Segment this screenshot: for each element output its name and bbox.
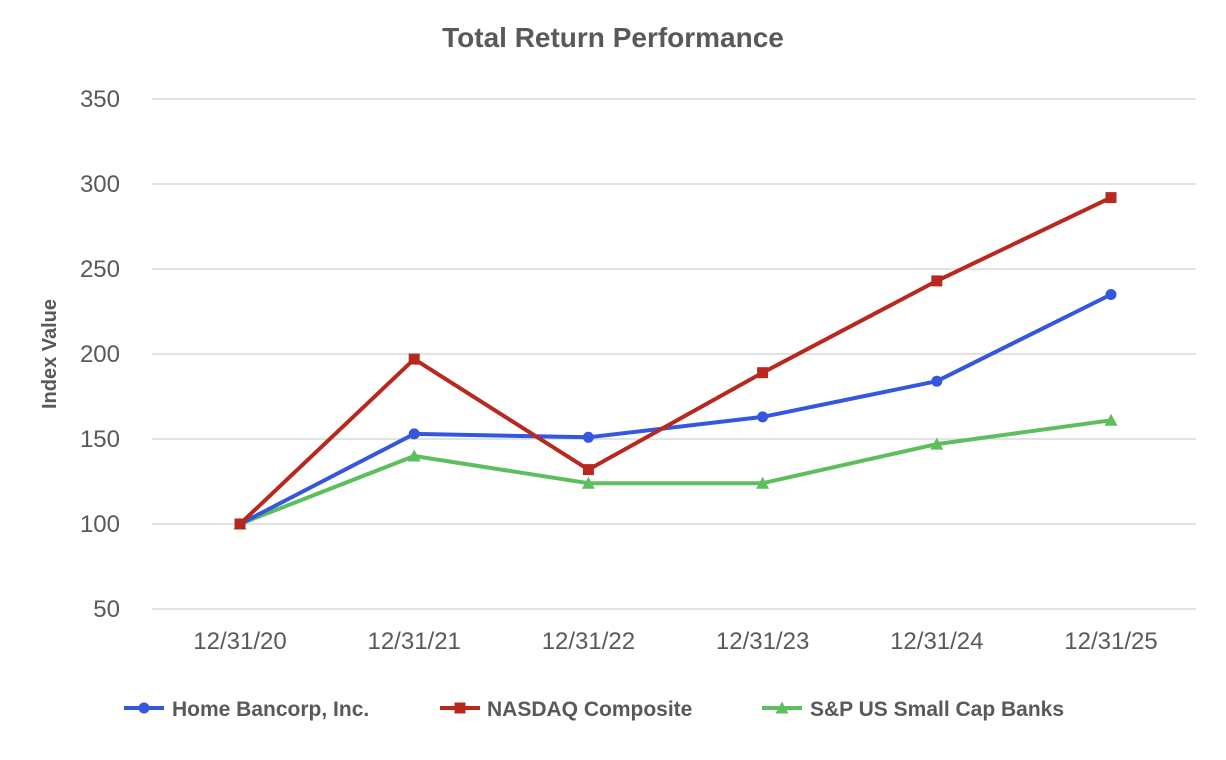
data-point <box>930 437 944 450</box>
legend-label: S&P US Small Cap Banks <box>810 698 1064 721</box>
data-point <box>582 464 594 476</box>
y-tick-label: 350 <box>80 86 120 113</box>
data-point <box>581 476 595 489</box>
x-axis-ticks: 12/31/20 12/31/21 12/31/22 12/31/23 12/31/24… <box>193 628 1157 655</box>
x-tick-label: 12/31/20 <box>193 628 286 655</box>
data-point <box>757 367 769 379</box>
data-point <box>756 476 770 489</box>
x-tick-label: 12/31/21 <box>367 628 460 655</box>
data-point <box>407 449 421 462</box>
y-tick-label: 200 <box>80 341 120 368</box>
data-point <box>408 428 420 440</box>
y-tick-label: 300 <box>80 171 120 198</box>
y-axis-ticks: 50 100 150 200 250 300 350 <box>80 86 120 623</box>
data-point <box>757 411 769 423</box>
y-tick-label: 50 <box>93 596 120 623</box>
x-tick-label: 12/31/24 <box>890 628 983 655</box>
y-tick-label: 100 <box>80 511 120 538</box>
data-point <box>931 275 943 287</box>
chart-title: Total Return Performance <box>442 22 784 53</box>
legend-item: NASDAQ Composite <box>440 698 692 721</box>
data-point <box>1105 289 1117 300</box>
series-group <box>233 192 1118 530</box>
legend-label: NASDAQ Composite <box>487 698 692 721</box>
legend-swatch-marker <box>775 701 789 714</box>
series-line <box>239 418 1112 526</box>
legend-item: S&P US Small Cap Banks <box>762 698 1064 721</box>
legend-item: Home Bancorp, Inc. <box>124 698 369 721</box>
x-tick-label: 12/31/23 <box>716 628 809 655</box>
x-tick-label: 12/31/22 <box>542 628 635 655</box>
data-point <box>1104 413 1118 426</box>
legend-swatch-marker <box>138 702 150 714</box>
series-line <box>239 292 1112 526</box>
y-axis-label: Index Value <box>39 299 61 409</box>
series-line <box>238 195 1112 526</box>
series-2 <box>233 413 1118 530</box>
data-point <box>408 353 420 365</box>
legend-swatch-marker <box>454 702 466 714</box>
x-tick-label: 12/31/25 <box>1064 628 1157 655</box>
gridlines <box>152 98 1196 610</box>
data-point <box>582 431 594 443</box>
series-0 <box>234 289 1117 530</box>
data-point <box>931 375 943 387</box>
legend-label: Home Bancorp, Inc. <box>172 698 369 721</box>
series-1 <box>234 192 1117 530</box>
data-point <box>1105 192 1117 204</box>
legend: Home Bancorp, Inc. NASDAQ Composite S&P US… <box>124 698 1064 721</box>
y-tick-label: 150 <box>80 426 120 453</box>
data-point <box>234 518 246 530</box>
y-tick-label: 250 <box>80 256 120 283</box>
